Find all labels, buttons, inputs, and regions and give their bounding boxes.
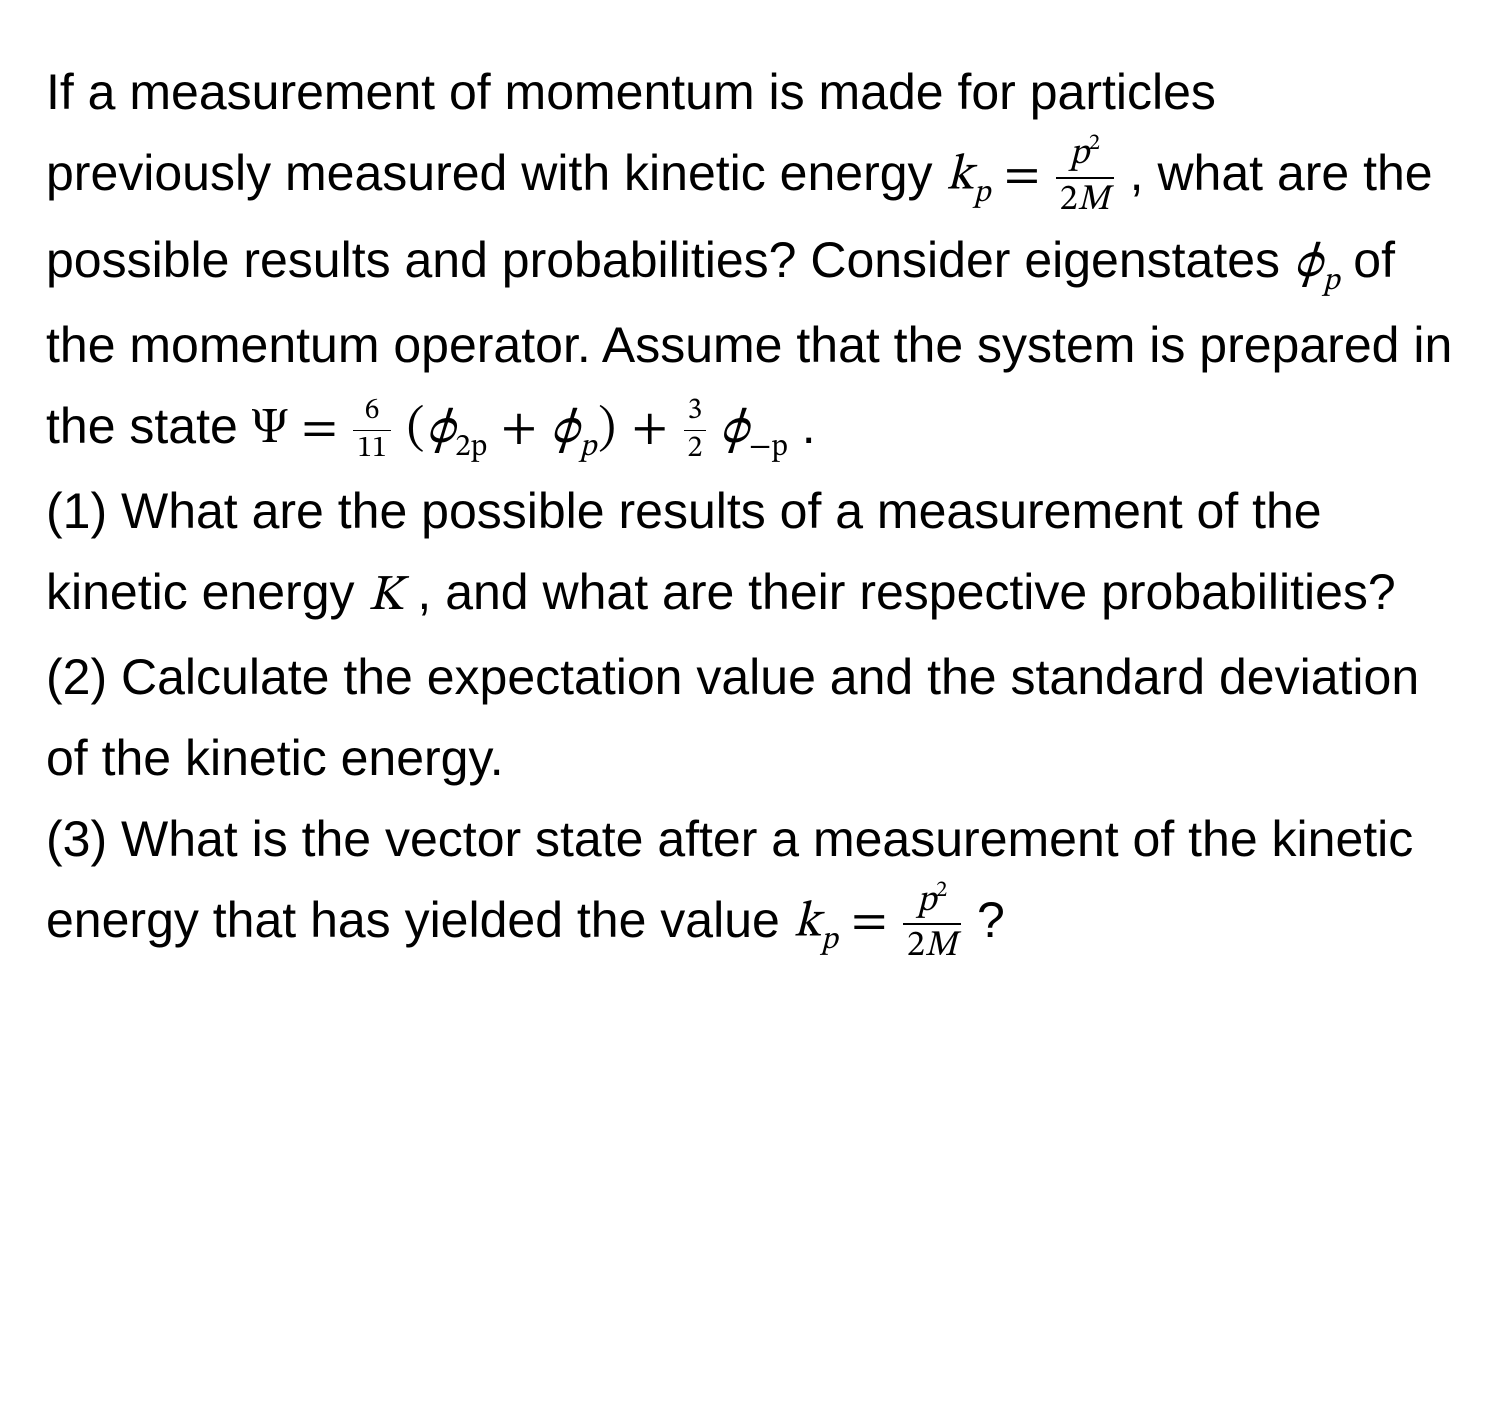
intro-text-4: . (802, 398, 816, 454)
sym-sq-2: 2 (936, 880, 947, 902)
num-6: 6 (353, 395, 391, 430)
frac-3-2: 3 2 (684, 395, 707, 466)
frac-6-11: 6 11 (353, 395, 391, 466)
sym-k: k (946, 151, 973, 201)
math-K: K (368, 556, 403, 637)
sym-plus: + (499, 404, 539, 454)
math-psi-state: Ψ = 6 11 (ϕ2p + ϕp) + 3 2 ϕ−p (252, 389, 788, 471)
sym-p-sub-3: p (821, 925, 838, 956)
sym-eq-3: = (849, 897, 889, 947)
question-1-text-b: , and what are their respective probabil… (417, 564, 1395, 620)
sym-eq: = (1002, 151, 1042, 201)
sym-M-2: M (925, 928, 957, 964)
sym-K: K (368, 571, 403, 621)
den-11: 11 (353, 430, 391, 466)
question-2-text: (2) Calculate the expectation value and … (46, 649, 1419, 786)
num-3: 3 (684, 395, 707, 430)
sym-phi-2: ϕ (427, 404, 456, 454)
sym-M: M (1078, 182, 1110, 218)
question-page: If a measurement of momentum is made for… (0, 0, 1500, 1007)
sym-phi: ϕ (1294, 238, 1323, 288)
sym-p-2: p (917, 883, 936, 919)
math-kp-def: kp = p2 2M (946, 133, 1115, 220)
sym-p-sub-2: p (1323, 266, 1340, 297)
frac-p2-over-2M: p2 2M (1056, 133, 1114, 220)
sub-2p: 2p (455, 432, 487, 463)
math-kp-def-2: kp = p2 2M (794, 880, 963, 967)
sym-rparen: ) (596, 404, 618, 454)
sub-p: p (580, 432, 597, 463)
sym-2: 2 (1060, 182, 1078, 218)
sym-eq-2: = (299, 404, 339, 454)
sym-k-2: k (794, 897, 821, 947)
question-3-text-b: ? (977, 892, 1005, 948)
math-phi-p: ϕp (1294, 223, 1339, 305)
sym-p-sub: p (974, 178, 991, 209)
sym-sq: 2 (1089, 133, 1100, 155)
sym-plus-2: + (630, 404, 670, 454)
den-2: 2 (684, 430, 707, 466)
sym-lparen: ( (405, 404, 427, 454)
sym-Psi: Ψ (252, 404, 288, 454)
sym-2-b: 2 (907, 928, 925, 964)
sym-phi-3: ϕ (551, 404, 580, 454)
sym-p: p (1070, 136, 1089, 172)
sym-phi-4: ϕ (720, 404, 749, 454)
frac-p2-over-2M-2: p2 2M (903, 880, 961, 967)
question-text: If a measurement of momentum is made for… (46, 52, 1454, 967)
sub-negp: −p (749, 432, 788, 463)
question-3-text-a: (3) What is the vector state after a mea… (46, 811, 1413, 948)
